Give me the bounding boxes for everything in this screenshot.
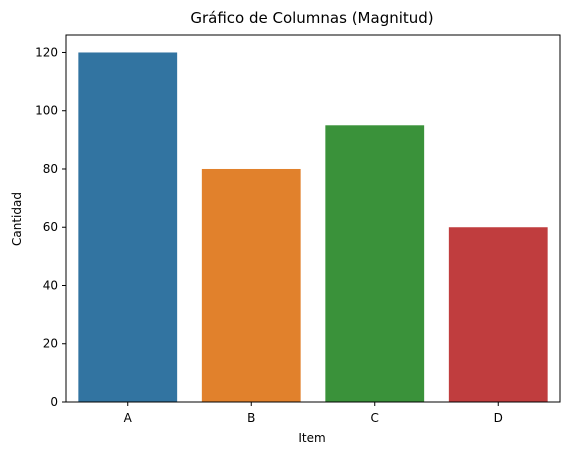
- bar-b: [201, 168, 301, 402]
- x-tick-label: D: [494, 411, 503, 425]
- y-tick-label: 100: [35, 104, 58, 118]
- plot-frame: [65, 34, 561, 403]
- x-tick-label: B: [247, 411, 255, 425]
- y-tick-label: 20: [43, 337, 58, 351]
- y-tick-label: 0: [50, 395, 58, 409]
- chart-title: Gráfico de Columnas (Magnitud): [190, 9, 433, 27]
- x-tick-label: A: [124, 411, 133, 425]
- x-tick-label: C: [371, 411, 379, 425]
- bars-group: [78, 52, 548, 402]
- x-axis-ticks: A B C D: [124, 402, 503, 425]
- y-tick-label: 80: [43, 162, 58, 176]
- bar-a: [78, 52, 178, 402]
- y-tick-label: 60: [43, 220, 58, 234]
- x-axis-label: Item: [298, 431, 325, 445]
- y-tick-label: 120: [35, 45, 58, 59]
- bar-d: [448, 227, 548, 402]
- bar-c: [325, 125, 425, 402]
- y-tick-label: 40: [43, 278, 58, 292]
- y-axis-ticks: 0 20 40 60 80 100 120: [35, 45, 66, 409]
- y-axis-label: Cantidad: [10, 192, 24, 246]
